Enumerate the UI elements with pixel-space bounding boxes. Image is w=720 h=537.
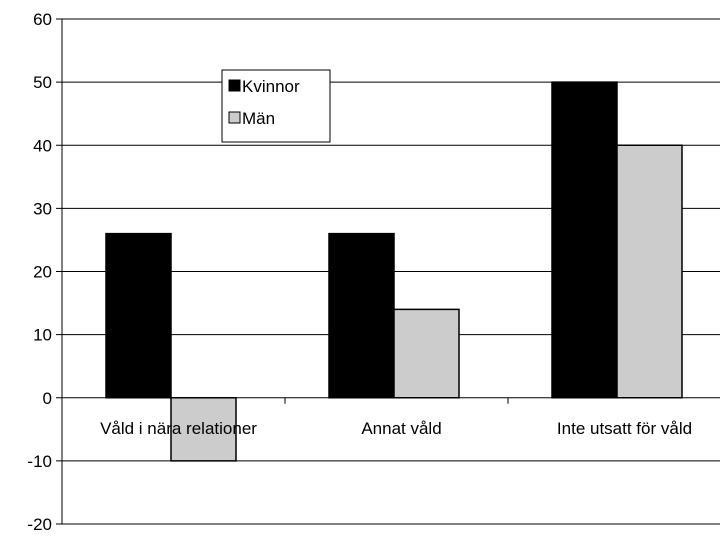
axes <box>56 18 720 525</box>
y-tick-labels: 60 50 40 30 20 10 0 -10 -20 <box>27 10 52 534</box>
category-label: Våld i nära relationer <box>100 419 257 438</box>
legend-label-man: Män <box>242 109 275 128</box>
bar-man-1 <box>393 308 460 399</box>
legend: Kvinnor Män <box>221 69 331 143</box>
bar-kvinnor-0 <box>105 232 172 399</box>
bar-kvinnor-1 <box>328 232 395 399</box>
y-tick-label: 20 <box>33 263 52 282</box>
y-tick-label: 40 <box>33 136 52 155</box>
legend-swatch-kvinnor <box>228 79 241 92</box>
category-labels: Våld i nära relationer Annat våld Inte uts… <box>100 419 692 438</box>
y-tick-label: 30 <box>33 199 52 218</box>
y-tick-label: 60 <box>33 10 52 29</box>
y-tick-label: 0 <box>43 389 52 408</box>
bar-man-2 <box>616 144 683 399</box>
bar-kvinnor-2 <box>551 81 618 399</box>
category-label: Inte utsatt för våld <box>557 419 692 438</box>
y-tick-label: -20 <box>27 515 52 532</box>
category-label: Annat våld <box>361 419 441 438</box>
y-tick-label: 10 <box>33 326 52 345</box>
bars <box>105 81 683 462</box>
y-tick-label: -10 <box>27 452 52 471</box>
bar-man-0 <box>170 397 237 462</box>
legend-label-kvinnor: Kvinnor <box>242 77 300 96</box>
legend-swatch-man <box>228 111 241 124</box>
y-tick-label: 50 <box>33 73 52 92</box>
